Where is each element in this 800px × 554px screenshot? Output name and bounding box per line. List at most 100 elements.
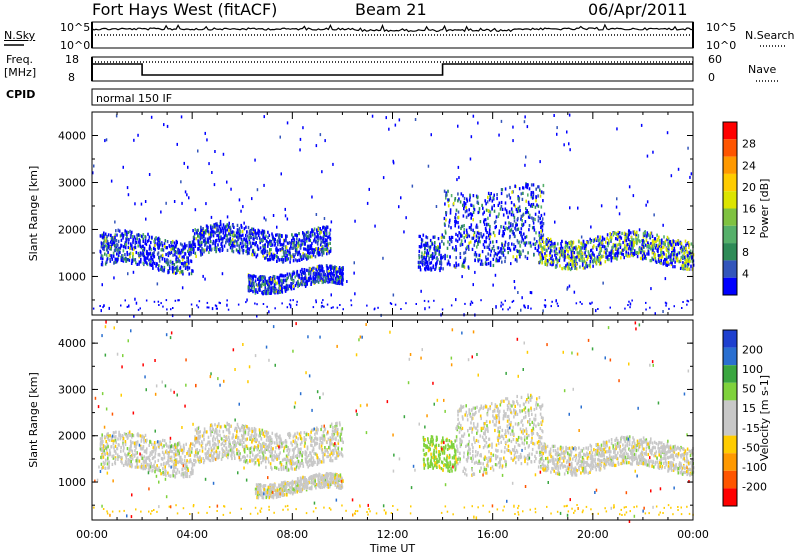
power-cell — [670, 261, 672, 265]
power-noise-cell — [133, 138, 135, 142]
power-ground-cell — [237, 303, 240, 306]
velocity-cell — [117, 457, 119, 461]
power-cell — [271, 279, 273, 283]
power-cell — [477, 239, 480, 243]
power-cell — [294, 233, 296, 237]
power-cell — [546, 263, 548, 267]
power-cell — [125, 257, 127, 261]
power-cell — [550, 248, 552, 252]
power-cell — [304, 255, 307, 259]
power-cell — [120, 258, 123, 262]
power-cell — [210, 233, 213, 237]
power-cell — [319, 269, 322, 273]
velocity-cell — [249, 455, 251, 459]
power-cell — [185, 262, 188, 267]
velocity-cell — [164, 465, 166, 469]
power-cell — [444, 257, 446, 261]
power-cell — [633, 252, 636, 256]
power-cell — [437, 237, 440, 241]
power-cell — [311, 241, 313, 245]
power-cell — [554, 250, 557, 254]
power-cell — [186, 244, 188, 248]
power-cell — [462, 214, 465, 218]
velocity-cell — [122, 443, 124, 447]
velocity-cell — [118, 434, 121, 438]
power-cell — [529, 213, 531, 217]
velocity-cell — [130, 448, 132, 452]
velocity-cell — [149, 453, 151, 458]
power-cell — [491, 247, 494, 251]
power-cell — [427, 265, 430, 269]
power-cell — [537, 249, 539, 253]
power-cell — [173, 263, 176, 267]
power-cell — [493, 248, 496, 253]
velocity-cell — [102, 460, 105, 464]
velocity-cell — [106, 434, 108, 438]
power-cell — [512, 255, 515, 259]
power-cell — [272, 257, 274, 261]
power-cell — [300, 239, 302, 243]
power-cell — [275, 246, 278, 250]
power-cell — [444, 202, 446, 206]
power-cell — [507, 251, 509, 255]
power-noise-cell — [115, 114, 118, 118]
power-cell — [686, 256, 689, 261]
power-cell — [141, 253, 143, 257]
velocity-cell — [169, 440, 171, 444]
velocity-cell — [182, 462, 184, 466]
power-cell — [504, 201, 507, 205]
power-cell — [659, 242, 661, 246]
velocity-cell — [173, 447, 175, 451]
power-cell — [419, 245, 422, 249]
power-cell — [468, 212, 471, 216]
power-cell — [677, 251, 680, 255]
velocity-cell — [122, 435, 124, 439]
power-cell — [283, 285, 285, 289]
power-cell — [244, 242, 247, 246]
power-noise-cell — [263, 216, 265, 220]
power-cell — [479, 240, 481, 244]
power-ground-cell — [471, 301, 474, 304]
power-cell — [138, 260, 141, 264]
power-noise-cell — [629, 302, 632, 306]
velocity-cell — [128, 449, 130, 453]
power-cell — [188, 266, 191, 270]
power-cell — [690, 264, 692, 268]
power-cell — [340, 266, 343, 270]
velocity-cell — [106, 462, 109, 466]
power-cell — [512, 232, 515, 236]
velocity-cell — [113, 435, 116, 439]
power-cell — [262, 237, 265, 241]
power-cell — [564, 254, 566, 258]
power-cell — [455, 238, 457, 242]
power-cell — [278, 286, 280, 291]
power-cell — [277, 239, 279, 243]
power-cell — [585, 254, 587, 258]
power-cell — [315, 268, 318, 272]
power-cell — [502, 225, 505, 229]
power-cell — [313, 237, 316, 241]
power-cell — [197, 234, 199, 238]
power-cell — [485, 202, 487, 206]
power-cell — [198, 235, 201, 239]
power-cell — [272, 286, 275, 290]
power-cell — [595, 260, 597, 264]
power-ground-cell — [315, 299, 317, 302]
velocity-cell — [179, 448, 181, 452]
power-cell — [610, 238, 612, 242]
power-cell — [138, 240, 140, 244]
power-cell — [293, 271, 296, 275]
power-cell — [623, 231, 626, 235]
power-cell — [116, 233, 118, 237]
power-cell — [530, 203, 533, 207]
velocity-cell — [170, 455, 173, 459]
power-noise-cell — [256, 314, 258, 318]
velocity-cell — [291, 467, 294, 471]
power-cell — [281, 255, 284, 259]
power-ground-cell — [686, 303, 688, 306]
power-cell — [202, 227, 204, 231]
power-noise-cell — [127, 272, 129, 276]
velocity-cell — [123, 446, 125, 450]
power-cell — [459, 200, 462, 204]
power-ground-cell — [544, 304, 547, 307]
